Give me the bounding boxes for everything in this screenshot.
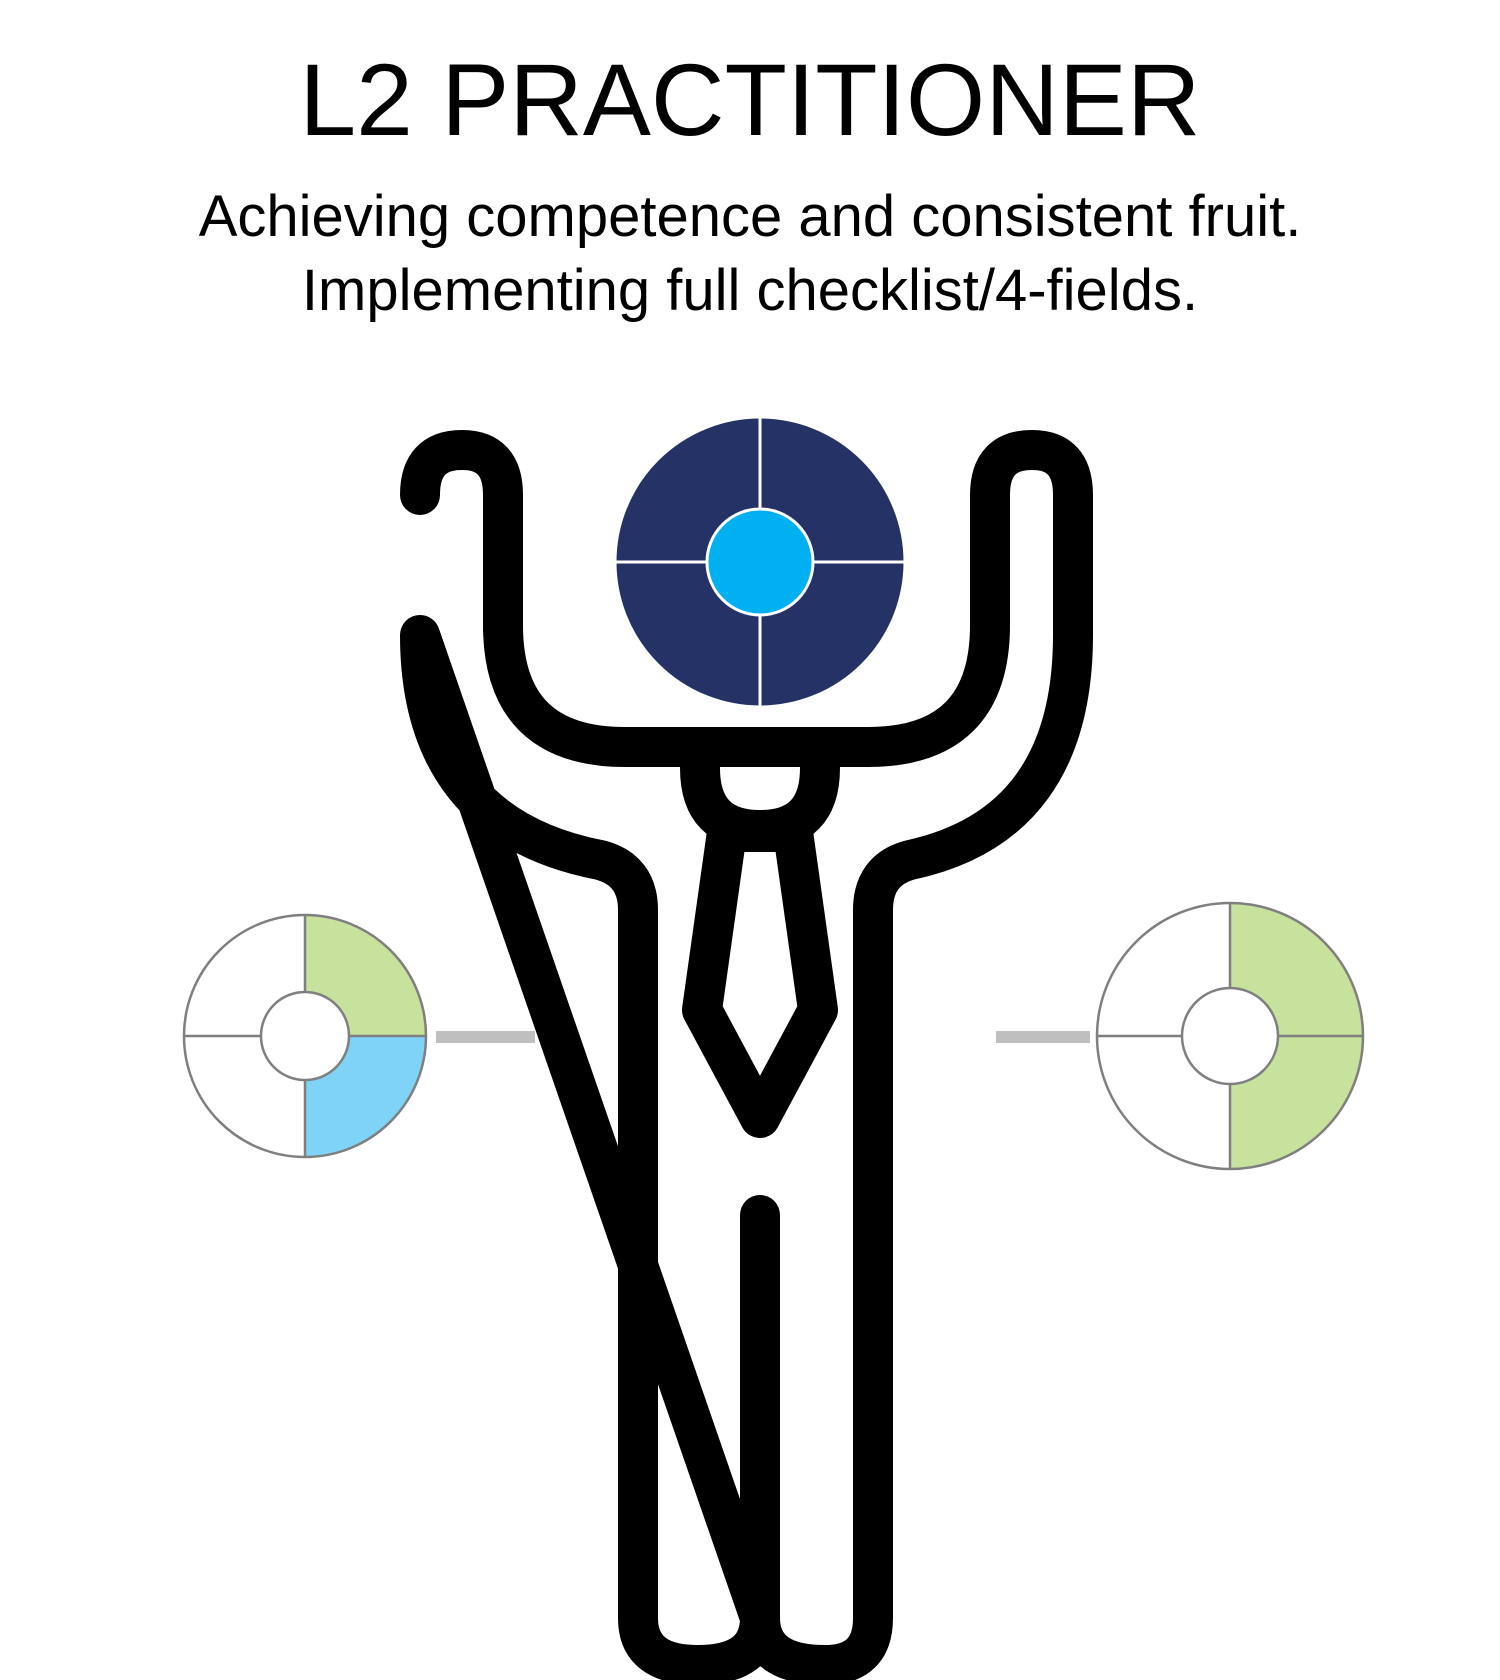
left-wheel-center — [259, 990, 351, 1082]
subtitle-line-2: Implementing full checklist/4-fields. — [301, 258, 1199, 323]
head-wheel-icon — [613, 415, 907, 709]
subtitle: Achieving competence and consistent frui… — [0, 180, 1500, 328]
person-body-outline — [400, 430, 1093, 1680]
head-wheel-center — [705, 507, 815, 617]
person-figure-icon — [400, 430, 1093, 1680]
tie-icon — [682, 812, 838, 1138]
page-title: L2 PRACTITIONER — [299, 43, 1201, 157]
right-wheel-center — [1180, 986, 1280, 1086]
subtitle-line-1: Achieving competence and consistent frui… — [198, 184, 1302, 249]
left-wheel-icon — [182, 913, 428, 1159]
right-connector-line — [996, 1031, 1090, 1043]
left-connector-line — [436, 1031, 535, 1043]
right-wheel-icon — [1095, 901, 1365, 1171]
